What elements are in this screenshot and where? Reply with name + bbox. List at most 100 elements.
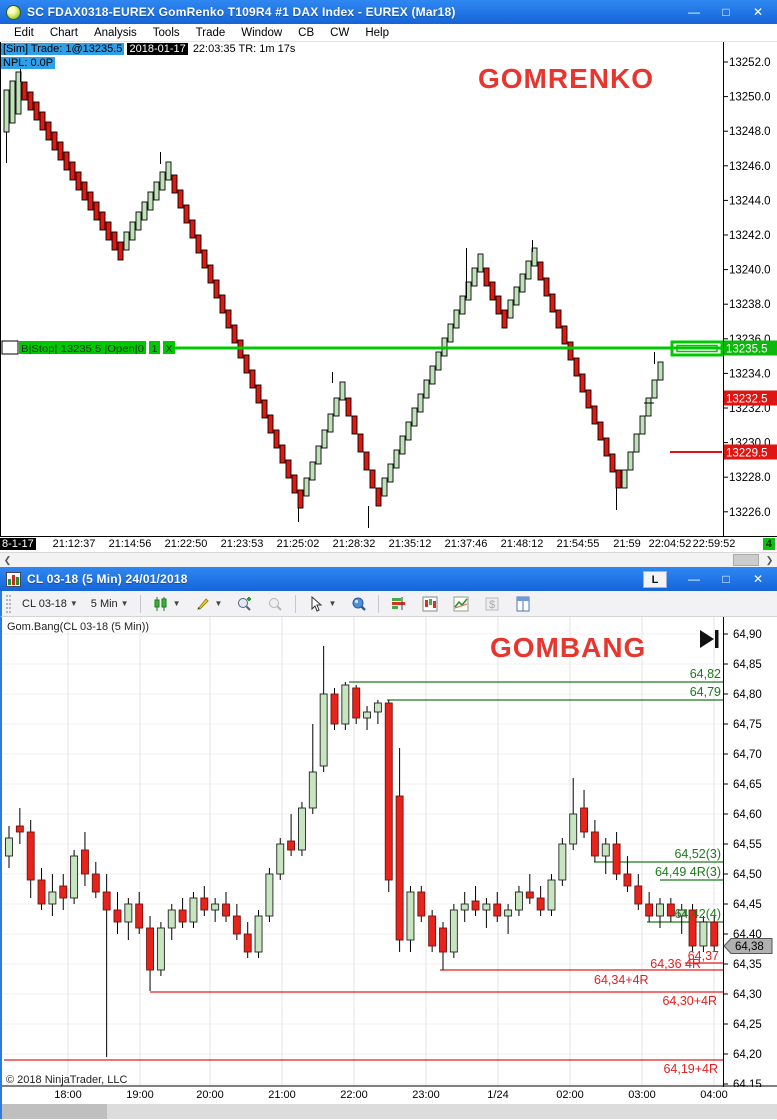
price-badge-13232.5	[724, 390, 777, 406]
candlestick	[601, 843, 610, 857]
instrument-selector[interactable]: CL 03-18 ▼	[22, 597, 78, 610]
cursor-arrow-icon	[307, 595, 325, 613]
menu-item-help[interactable]: Help	[365, 26, 389, 39]
chart-style-button[interactable]: ▼	[147, 592, 186, 616]
menu-item-cw[interactable]: CW	[330, 26, 350, 39]
price-axis-label: 64,25	[733, 1019, 762, 1031]
renko-bar	[99, 211, 106, 231]
scrollbar-thumb[interactable]	[733, 554, 759, 566]
renko-bar	[483, 267, 490, 287]
maximize-button-2[interactable]: □	[722, 572, 730, 586]
renko-bar	[69, 161, 76, 181]
interval-selector[interactable]: 5 Min ▼	[90, 597, 129, 610]
price-badge-label: 13229.5	[726, 448, 768, 460]
menu-bar: Edit Chart Analysis Tools Trade Window CB CW Hel…	[0, 24, 777, 42]
data-box-button[interactable]	[344, 592, 372, 616]
renko-bar	[51, 131, 58, 151]
menu-item-cb[interactable]: CB	[298, 26, 315, 39]
minimize-button-2[interactable]: —	[688, 572, 700, 586]
menu-item-tools[interactable]: Tools	[152, 26, 180, 39]
pager-badge[interactable]: 4	[762, 538, 775, 550]
renko-bar	[9, 80, 16, 124]
renko-bar	[249, 369, 256, 389]
titlebar-sierra[interactable]: SC FDAX0318-EUREX GomRenko T109R4 #1 DAX…	[0, 0, 777, 24]
candlestick	[439, 927, 447, 953]
scroll-left-icon[interactable]: ❮	[3, 555, 12, 565]
candlestick-chart-area[interactable]: 64,82 64,79 64,52(3) 64,49 4R(3) 64,42(4) 64,…	[0, 617, 777, 1087]
price-axis-label: 13232.0	[729, 403, 771, 415]
price-axis-label: 13248.0	[729, 126, 771, 138]
renko-bar	[603, 437, 610, 457]
renko-bar	[339, 381, 346, 401]
order-qty-badge[interactable]	[149, 341, 160, 354]
candlestick	[656, 903, 664, 917]
toolbar-grip[interactable]	[6, 594, 11, 613]
menu-item-edit[interactable]: Edit	[14, 26, 34, 39]
candlestick	[167, 909, 176, 929]
playback-icon[interactable]	[700, 630, 714, 648]
maximize-button[interactable]: □	[722, 5, 730, 19]
minimize-button[interactable]: —	[688, 5, 700, 19]
zoom-out-button[interactable]	[261, 592, 289, 616]
panel-button[interactable]	[509, 592, 537, 616]
level-label: 64,52(3)	[674, 847, 721, 861]
order-cancel-badge[interactable]	[163, 341, 175, 354]
titlebar-ninjatrader[interactable]: CL 03-18 (5 Min) 24/01/2018 L — □ ✕	[0, 567, 777, 591]
cursor-tool-button[interactable]: ▼	[302, 592, 341, 616]
renko-chart-area[interactable]: [Sim] Trade: 1@13235.5 2018-01-17 22:03:…	[0, 42, 777, 536]
account-button[interactable]: $	[478, 592, 506, 616]
close-button-2[interactable]: ✕	[752, 572, 764, 586]
menu-item-trade[interactable]: Trade	[195, 26, 226, 39]
candlestick	[265, 873, 274, 917]
renko-bar	[129, 221, 136, 241]
chart-trader-button[interactable]	[416, 592, 444, 616]
renko-bar	[459, 295, 466, 315]
renko-bar	[189, 219, 196, 239]
toolbar-separator	[378, 594, 380, 613]
horizontal-scrollbar-2[interactable]	[0, 1104, 777, 1119]
order-marker-box	[1, 340, 19, 355]
candlestick	[243, 933, 252, 953]
order-cancel-label: X	[165, 343, 172, 355]
level-label: 64,34+4R	[594, 973, 649, 987]
renko-bar	[243, 354, 250, 374]
renko-bar	[3, 89, 10, 133]
scrollbar-thumb-2[interactable]	[2, 1104, 107, 1119]
menu-item-chart[interactable]: Chart	[49, 26, 78, 39]
renko-bar	[45, 121, 52, 141]
playback-icon-bar[interactable]	[715, 630, 719, 648]
link-button[interactable]: L	[643, 570, 667, 588]
level-label: 64,49 4R(3)	[655, 865, 721, 879]
renko-bar	[75, 171, 82, 191]
line-chart-button[interactable]	[447, 592, 475, 616]
chevron-down-icon: ▼	[120, 599, 129, 608]
drawing-tools-button[interactable]: ▼	[189, 592, 228, 616]
renko-bar	[537, 261, 544, 281]
candlestick	[406, 891, 415, 941]
candlestick	[666, 903, 675, 917]
scroll-right-icon[interactable]: ❯	[765, 555, 774, 565]
market-depth-button[interactable]	[385, 592, 413, 616]
candlestick-style-icon	[152, 595, 170, 613]
candlestick	[135, 903, 144, 929]
candlestick	[37, 879, 46, 905]
price-axis-label: 64,75	[733, 719, 762, 731]
candlestick	[124, 903, 133, 923]
zoom-in-button[interactable]	[230, 592, 258, 616]
candlestick	[536, 897, 545, 911]
candlestick	[59, 885, 68, 899]
menu-item-window[interactable]: Window	[241, 26, 283, 39]
price-badge-13235.5	[724, 340, 777, 356]
menu-item-analysis[interactable]: Analysis	[93, 26, 137, 39]
chevron-down-icon: ▼	[69, 599, 78, 608]
renko-bar	[657, 361, 664, 381]
price-axis-label: 64,65	[733, 779, 762, 791]
candlestick	[26, 831, 35, 881]
candlestick	[211, 903, 220, 911]
stop-order-label-bg[interactable]	[19, 341, 146, 354]
price-axis-label: 64,30	[733, 989, 762, 1001]
horizontal-scrollbar-1[interactable]: ❮ ❯	[0, 552, 777, 567]
renko-bar	[501, 309, 508, 329]
close-button[interactable]: ✕	[752, 5, 764, 19]
